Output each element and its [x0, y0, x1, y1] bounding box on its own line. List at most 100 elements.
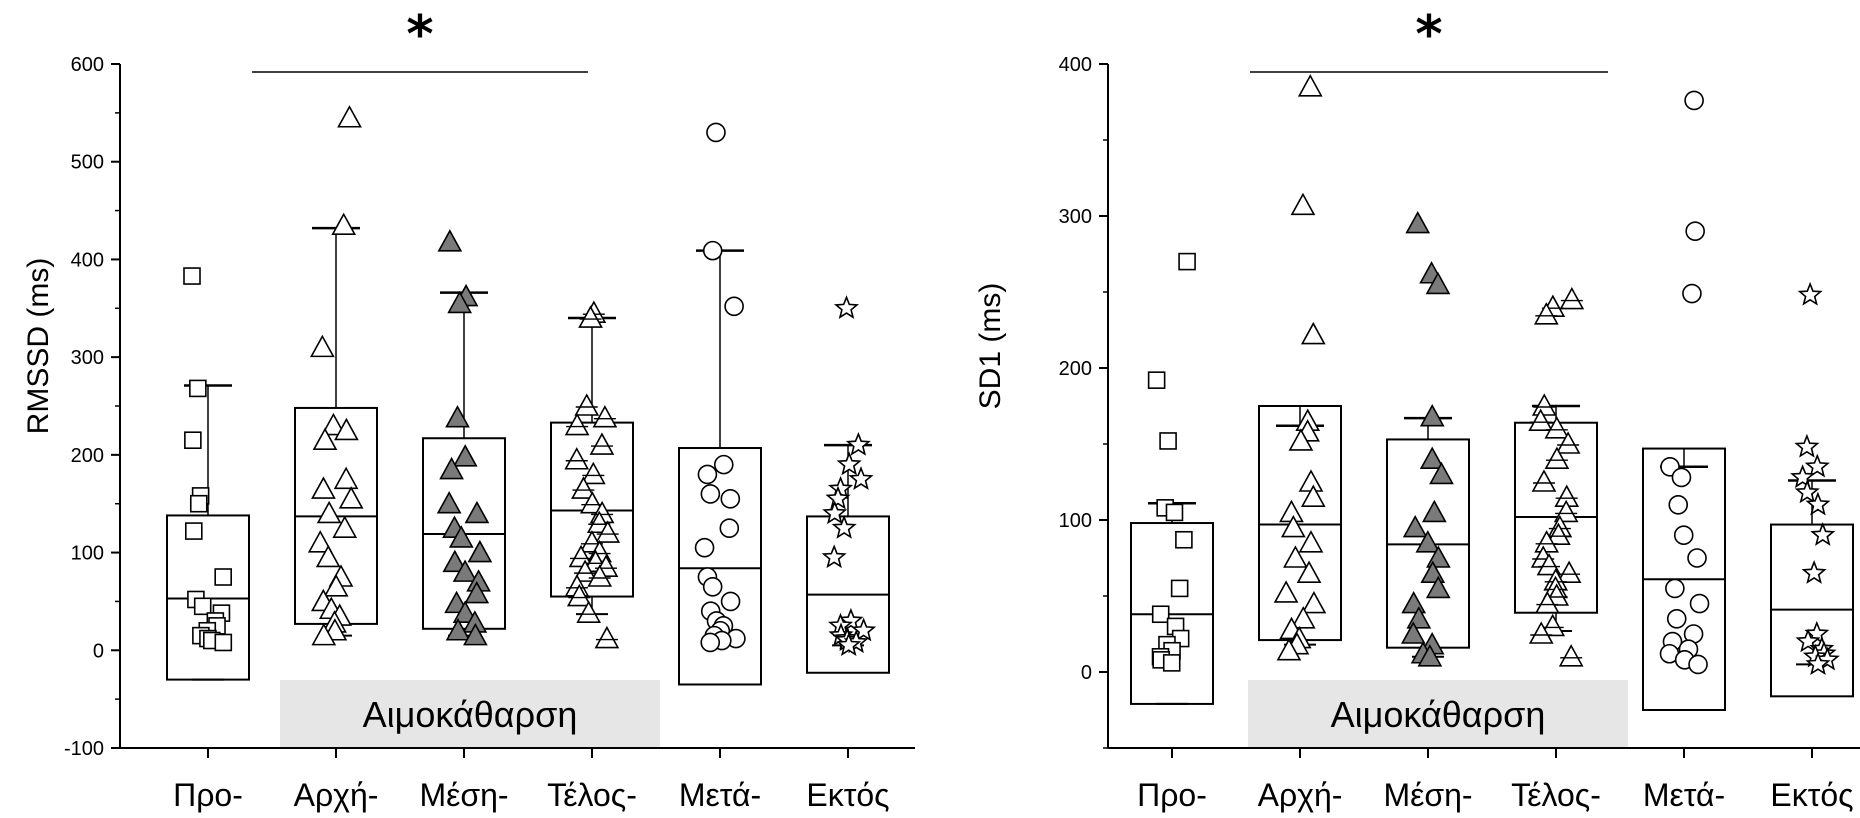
cross-triangle-marker [572, 559, 598, 582]
circle-marker [1673, 525, 1694, 546]
cross-triangle-marker [1558, 644, 1584, 667]
y-tick-label: 100 [1059, 510, 1092, 532]
cross-triangle-marker [1556, 560, 1582, 584]
box-group [1130, 252, 1214, 705]
x-tick-label: Τέλος- [547, 777, 637, 813]
cross-triangle-marker [592, 405, 618, 428]
star-marker [1797, 281, 1823, 306]
triangle-marker [338, 486, 364, 509]
circle-marker [702, 240, 723, 261]
square-marker [1159, 432, 1177, 450]
box-group [1386, 210, 1470, 667]
cross-triangle-marker [574, 393, 600, 416]
box-group [806, 295, 890, 674]
y-axis-title: SD1 (ms) [974, 283, 1007, 410]
square-marker [184, 431, 202, 450]
triangle-marker [1429, 461, 1454, 485]
circle-marker [1665, 578, 1685, 599]
star-marker [833, 295, 860, 319]
triangle-marker [1402, 514, 1428, 538]
triangle-marker [1417, 644, 1443, 667]
triangle-marker [316, 500, 342, 524]
square-marker [1162, 654, 1181, 672]
triangle-marker [307, 530, 333, 553]
sd1-panel: Αιμοκάθαρση 0 100 200 300 400 SD1 (ms) Προ- Αρχή… [974, 5, 1860, 813]
triangle-marker [323, 574, 349, 597]
cross-triangle-marker [589, 432, 615, 455]
star-marker [1794, 479, 1820, 504]
star-marker [821, 544, 847, 569]
cross-triangle-marker [1534, 590, 1560, 614]
triangle-marker [1301, 590, 1327, 614]
cross-triangle-marker [595, 520, 621, 543]
x-tick-label: Μετά- [1643, 777, 1725, 813]
star-marker [836, 632, 862, 657]
triangle-marker [1290, 192, 1316, 216]
cross-triangle-marker [1528, 621, 1554, 644]
cross-triangle-marker [1536, 552, 1562, 576]
triangle-marker [315, 544, 341, 568]
triangle-marker [436, 491, 462, 514]
circle-marker [1684, 90, 1704, 111]
group-band [280, 680, 660, 748]
x-tick-label: Μέση- [1383, 777, 1472, 813]
circle-marker [720, 489, 741, 509]
triangle-marker [331, 212, 357, 236]
triangle-marker [311, 476, 336, 499]
circle-marker [1685, 221, 1705, 241]
star-marker [1801, 560, 1827, 584]
triangle-marker [310, 334, 335, 358]
circle-marker [724, 296, 744, 317]
triangle-marker [1425, 575, 1451, 599]
cross-triangle-marker [1559, 286, 1585, 310]
triangle-marker [332, 515, 358, 538]
triangle-marker [1296, 560, 1322, 584]
triangle-marker [439, 456, 464, 480]
triangle-marker [312, 427, 338, 451]
x-tick-label: Αρχή- [1258, 777, 1343, 813]
circle-marker [713, 454, 734, 475]
y-axis-title: RMSSD (ms) [22, 258, 55, 435]
triangle-marker [442, 549, 468, 573]
triangle-marker [1425, 271, 1451, 295]
circle-marker [1689, 593, 1710, 614]
square-marker [1178, 252, 1196, 271]
group-band-label: Αιμοκάθαρση [1331, 694, 1546, 735]
circle-marker [694, 537, 715, 558]
square-marker [189, 494, 208, 513]
triangle-marker [321, 412, 346, 436]
triangle-marker [311, 622, 337, 646]
triangle-marker [447, 290, 473, 314]
star-marker [822, 500, 848, 525]
y-tick-label: 0 [1081, 662, 1092, 684]
group-band [1248, 680, 1628, 748]
triangle-marker [463, 622, 488, 646]
triangle-marker [1297, 74, 1323, 97]
square-marker [193, 597, 212, 616]
box-group [678, 122, 762, 686]
y-tick-label: -100 [64, 738, 104, 760]
y-tick-label: 200 [1059, 358, 1092, 380]
cross-triangle-marker [564, 412, 590, 436]
circle-marker [1668, 494, 1689, 515]
box-group [550, 300, 634, 649]
y-tick-label: 200 [71, 445, 104, 467]
triangle-marker [452, 600, 478, 623]
star-marker [836, 451, 862, 476]
circle-marker [1688, 654, 1708, 675]
cross-triangle-marker [1555, 431, 1581, 454]
star-marker [1790, 464, 1816, 489]
triangle-marker [1419, 446, 1445, 470]
cross-triangle-marker [578, 305, 603, 328]
square-marker [1165, 503, 1184, 522]
triangle-marker [333, 466, 359, 490]
triangle-marker [1405, 210, 1431, 234]
square-marker [1147, 371, 1166, 389]
significance-mark: * [1415, 5, 1442, 65]
triangle-marker [437, 229, 463, 252]
triangle-marker [1400, 621, 1426, 644]
y-tick-label: 300 [71, 347, 104, 369]
y-tick-label: 400 [1059, 54, 1092, 76]
circle-marker [702, 576, 723, 597]
x-tick-label: Εκτός [1770, 777, 1853, 813]
